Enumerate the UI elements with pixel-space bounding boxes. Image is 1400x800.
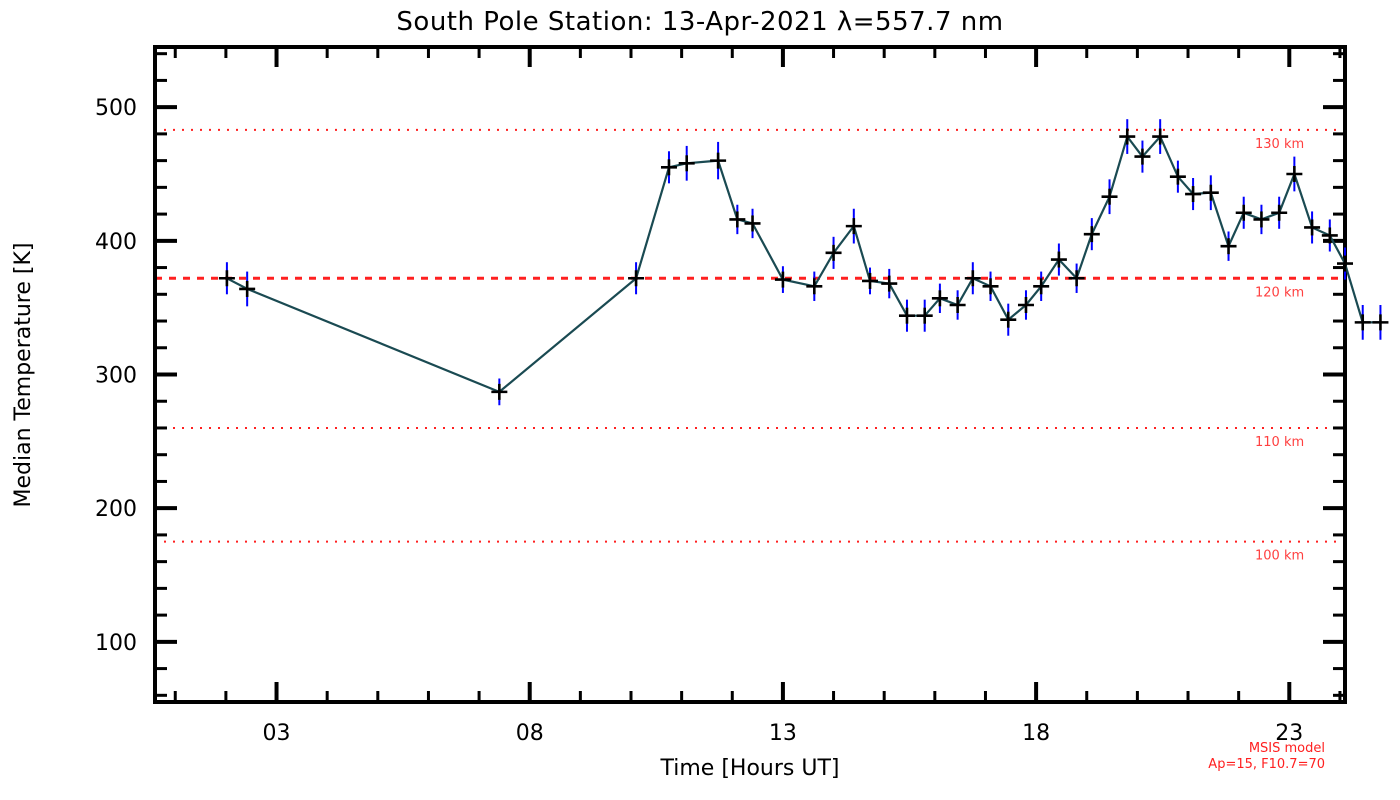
data-marker bbox=[1033, 278, 1050, 295]
data-marker bbox=[862, 272, 879, 289]
data-marker bbox=[1304, 219, 1321, 236]
data-marker bbox=[1337, 255, 1353, 272]
altitude-label-110-km: 110 km bbox=[1255, 435, 1304, 450]
data-marker bbox=[916, 307, 933, 324]
altitude-labels-group: 130 km 120 km 110 km 100 km bbox=[1255, 137, 1304, 564]
data-marker bbox=[982, 278, 999, 295]
data-marker bbox=[1119, 128, 1136, 145]
x-tick-label: 18 bbox=[1022, 721, 1050, 746]
data-marker bbox=[1000, 311, 1017, 328]
data-marker bbox=[491, 383, 508, 400]
data-marker bbox=[1372, 314, 1389, 331]
x-tick-label: 03 bbox=[263, 721, 291, 746]
data-marker bbox=[1101, 188, 1118, 205]
x-tick-label: 13 bbox=[769, 721, 797, 746]
data-marker bbox=[1017, 296, 1034, 313]
data-marker bbox=[1286, 165, 1303, 182]
data-marker bbox=[1050, 251, 1067, 268]
data-marker bbox=[1202, 184, 1219, 201]
data-marker bbox=[1235, 204, 1252, 221]
data-marker bbox=[845, 218, 862, 235]
data-marker bbox=[881, 275, 898, 292]
data-marker bbox=[1083, 226, 1100, 243]
data-marker bbox=[898, 307, 915, 324]
y-tick-label: 400 bbox=[95, 230, 137, 255]
data-marker bbox=[1271, 204, 1288, 221]
data-marker bbox=[218, 270, 235, 287]
msis-model-label: MSIS model bbox=[1249, 741, 1325, 756]
data-marker bbox=[744, 215, 761, 232]
data-marker bbox=[628, 270, 645, 287]
data-marker bbox=[806, 278, 823, 295]
reference-lines-group bbox=[155, 128, 1345, 543]
data-marker bbox=[710, 152, 727, 169]
data-marker bbox=[949, 296, 966, 313]
y-tick-label: 200 bbox=[95, 497, 137, 522]
y-axis-label: Median Temperature [K] bbox=[11, 243, 36, 508]
data-markers-group bbox=[218, 128, 1389, 400]
x-axis-label: Time [Hours UT] bbox=[660, 756, 840, 781]
page-title: South Pole Station: 13-Apr-2021 λ=557.7 … bbox=[396, 7, 1003, 37]
y-tick-label: 300 bbox=[95, 364, 137, 389]
x-tick-label: 08 bbox=[516, 721, 544, 746]
data-marker bbox=[678, 155, 695, 172]
data-marker bbox=[729, 211, 746, 228]
x-tick-label: 23 bbox=[1275, 721, 1303, 746]
data-marker bbox=[931, 290, 948, 307]
data-marker bbox=[774, 271, 791, 288]
data-marker bbox=[1321, 227, 1338, 244]
data-marker bbox=[660, 159, 677, 176]
data-marker bbox=[825, 244, 842, 261]
data-marker bbox=[964, 270, 981, 287]
data-marker bbox=[1134, 148, 1151, 165]
data-marker bbox=[1152, 128, 1169, 145]
data-marker bbox=[1220, 238, 1237, 255]
y-tick-label: 100 bbox=[95, 631, 137, 656]
data-marker bbox=[239, 280, 256, 297]
data-marker bbox=[1068, 270, 1085, 287]
data-marker bbox=[1253, 211, 1270, 228]
data-marker bbox=[1185, 186, 1202, 203]
data-marker bbox=[1354, 314, 1371, 331]
altitude-label-100-km: 100 km bbox=[1255, 549, 1304, 564]
altitude-label-130-km: 130 km bbox=[1255, 137, 1304, 152]
msis-params-label: Ap=15, F10.7=70 bbox=[1208, 757, 1325, 772]
altitude-label-120-km: 120 km bbox=[1255, 285, 1304, 300]
y-tick-label: 500 bbox=[95, 96, 137, 121]
axis-tick-labels: 100 200 300 400 500 03 08 13 18 23 bbox=[95, 96, 1303, 746]
plot-frame bbox=[153, 45, 1347, 704]
data-marker bbox=[1169, 168, 1186, 185]
